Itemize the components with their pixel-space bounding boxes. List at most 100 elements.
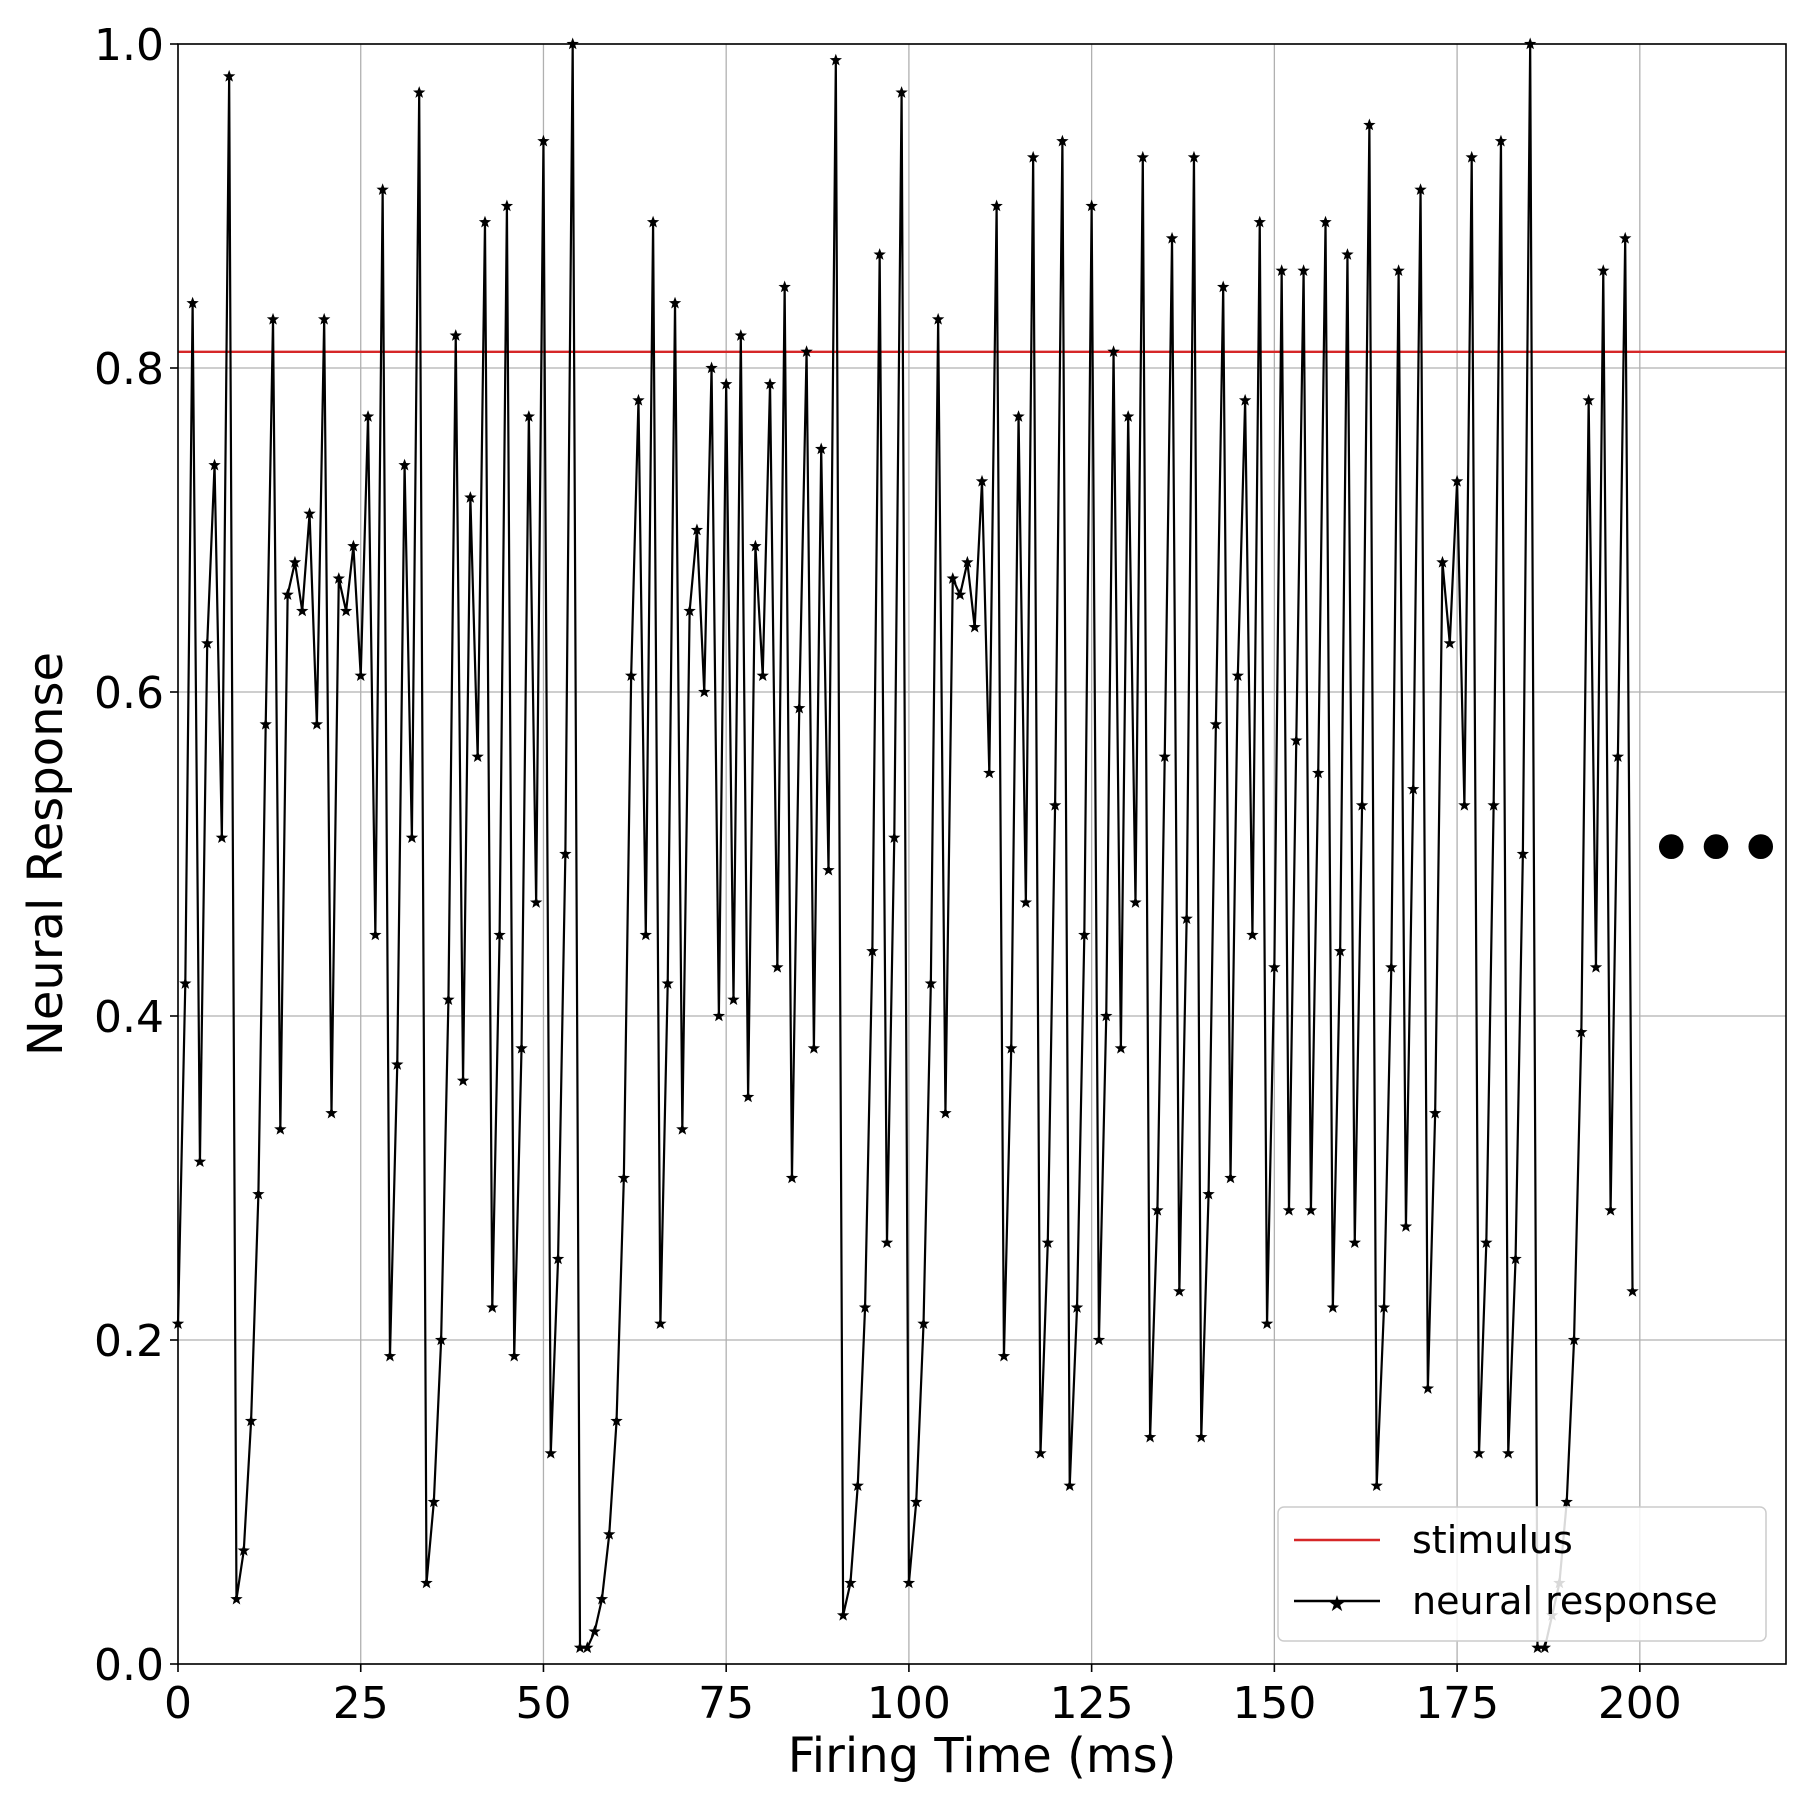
data-point-star [1458,798,1471,811]
data-point-star [1056,134,1069,147]
y-tick-label: 0.8 [94,344,164,395]
data-point-star [931,312,945,325]
x-tick-label: 75 [698,1678,754,1729]
data-point-star [1326,1301,1340,1313]
data-point-star [588,1625,601,1637]
data-point-star [1034,1446,1047,1459]
data-point-star [215,831,229,844]
data-point-star [720,377,733,390]
data-point-star [683,604,696,617]
data-point-star [646,215,660,228]
data-point-star [1209,717,1223,730]
data-point-star [1480,1236,1493,1249]
data-point-star [296,604,309,617]
data-point-star [573,1641,587,1654]
x-tick-label: 0 [164,1678,192,1729]
data-point-star [1136,150,1149,163]
data-point-star [1041,1236,1054,1249]
data-point-star [442,993,455,1006]
data-point-star [997,1349,1011,1362]
data-point-star [1319,215,1332,228]
data-point-star [807,1041,821,1054]
data-point-star [749,539,762,552]
data-point-star [1268,960,1281,973]
data-point-star [858,1301,872,1313]
data-point-star [595,1592,609,1605]
x-tick-label: 100 [867,1678,951,1729]
data-point-star [1063,1479,1076,1492]
data-point-star [624,669,638,682]
data-point-star [953,588,967,601]
data-point-star [1597,264,1610,277]
legend: stimulus ★ neural response [1277,1506,1767,1642]
data-point-star [1260,1317,1274,1330]
data-point-star [537,134,550,147]
data-point-star [1465,150,1478,163]
data-point-star [902,1576,916,1589]
data-point-star [793,701,806,714]
data-point-star [1012,410,1025,422]
neural-response-line [176,42,1634,1649]
data-point-star [1575,1025,1588,1038]
data-point-star [1246,928,1259,941]
data-point-star [1560,1495,1573,1508]
data-point-star [990,199,1003,212]
data-point-star [493,928,506,941]
data-point-star [244,1414,258,1427]
data-point-star [1414,183,1427,196]
data-point-star [705,361,718,374]
data-point-star [763,377,777,390]
data-point-star [1312,766,1325,779]
data-point-star [1370,1479,1383,1492]
data-point-star [1538,1641,1551,1654]
data-point-star [1078,928,1091,941]
data-point-star [1180,912,1193,925]
y-tick-label: 0.6 [94,668,164,719]
data-point-star [639,928,652,941]
data-point-star [880,1236,894,1249]
data-point-star [339,604,353,617]
data-point-star [968,620,981,633]
data-point-star [778,280,791,293]
data-point-star [1487,798,1500,811]
data-point-star [288,555,302,568]
data-point-star [690,523,704,536]
data-point-star [1290,734,1303,746]
data-point-star [822,863,835,876]
y-axis-label: Neural Response [18,652,74,1056]
legend-box [1277,1506,1767,1642]
data-point-star [1407,782,1420,795]
data-point-star [1238,393,1252,406]
data-point-star [369,928,382,941]
data-point-star [1450,474,1464,487]
data-point-star [1611,750,1625,763]
data-point-star [1494,134,1508,147]
data-point-star [1100,1009,1113,1022]
data-point-star [1443,636,1456,649]
data-point-star [332,572,345,584]
data-point-star [983,766,996,779]
data-point-star [208,458,221,471]
x-tick-label: 50 [515,1678,571,1729]
plot-background [178,44,1786,1664]
data-point-star [449,329,462,341]
data-point-star [1165,231,1179,244]
data-point-star [303,507,316,520]
data-point-star [668,296,682,309]
data-point-star [1589,960,1603,973]
data-point-star [347,539,360,552]
data-point-star [201,636,214,649]
data-point-star [230,1592,243,1605]
data-point-star [237,1544,250,1556]
x-tick-label: 200 [1598,1678,1682,1729]
data-point-star [661,977,674,989]
y-tick-label: 0.4 [94,992,164,1043]
data-point-star [1348,1236,1361,1249]
data-point-star [464,491,477,503]
data-point-star [1173,1284,1186,1297]
data-point-star [1070,1301,1084,1313]
data-point-star [391,1058,404,1070]
data-point-star [632,393,645,406]
data-point-star [508,1349,521,1362]
x-tick-label: 175 [1415,1678,1499,1729]
